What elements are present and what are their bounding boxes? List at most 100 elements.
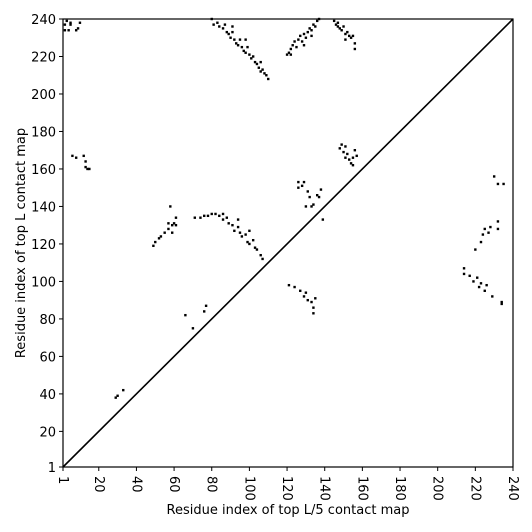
contact-point: [312, 23, 315, 26]
contact-point: [227, 32, 230, 36]
y-tick-label: 240: [31, 13, 56, 28]
contact-point: [355, 154, 358, 158]
contact-point: [233, 38, 236, 41]
contact-point: [191, 327, 195, 330]
x-tick-label: 120: [279, 476, 294, 501]
contact-point: [223, 23, 227, 26]
contact-point: [295, 45, 298, 49]
contact-point: [261, 68, 264, 71]
contact-point: [346, 152, 349, 156]
x-tick-label: 20: [91, 476, 106, 493]
contact-point: [84, 165, 87, 169]
contact-point: [477, 285, 481, 289]
contact-point: [485, 283, 488, 287]
contact-point: [174, 223, 178, 227]
contact-point: [344, 156, 347, 159]
contact-point: [308, 27, 311, 30]
contact-point: [299, 289, 302, 292]
contact-point: [231, 223, 234, 227]
contact-point: [152, 244, 155, 248]
y-tick-label: 40: [39, 388, 56, 403]
contact-point: [255, 248, 259, 251]
contact-point: [304, 291, 308, 294]
contact-point: [218, 25, 221, 28]
contact-point: [462, 272, 466, 276]
contact-point: [88, 167, 91, 171]
contact-point: [340, 143, 343, 146]
contact-point: [193, 216, 196, 219]
x-tick-label: 180: [392, 476, 407, 501]
y-tick-label: 200: [31, 88, 56, 103]
x-tick-label: 60: [166, 476, 181, 493]
contact-point: [299, 34, 302, 38]
contact-point: [349, 36, 353, 39]
contact-point: [210, 212, 213, 216]
contact-point: [248, 53, 251, 56]
contact-point: [312, 203, 315, 206]
contact-point: [259, 60, 262, 64]
contact-point: [491, 295, 494, 298]
contact-point: [342, 150, 345, 154]
contact-point: [319, 188, 323, 191]
contact-point: [315, 194, 319, 197]
contact-point: [289, 47, 293, 51]
x-tick-label: 200: [430, 476, 445, 501]
contact-point: [248, 242, 251, 246]
contact-point: [487, 231, 490, 234]
contact-point: [302, 44, 306, 47]
contact-point: [332, 19, 336, 23]
contact-point: [259, 70, 262, 73]
x-tick-label: 240: [505, 476, 520, 501]
y-tick-label: 180: [31, 125, 56, 140]
contact-point: [462, 267, 466, 270]
contact-point: [500, 302, 503, 306]
y-tick-label: 80: [39, 313, 56, 328]
contact-point: [496, 220, 500, 223]
contact-point: [492, 175, 496, 178]
contact-point: [199, 216, 202, 219]
contact-point: [227, 222, 230, 225]
contact-point: [267, 77, 270, 81]
contact-point: [231, 30, 234, 34]
contact-point: [351, 164, 355, 167]
x-tick-label: 100: [241, 476, 256, 501]
contact-point: [172, 222, 176, 225]
contact-point: [242, 49, 245, 53]
contact-point: [78, 21, 82, 24]
contact-point: [496, 227, 500, 231]
contact-point: [253, 246, 257, 249]
contact-point: [84, 160, 87, 163]
contact-point: [304, 205, 308, 208]
contact-point: [338, 27, 341, 30]
plot-frame: [62, 18, 514, 468]
contact-point: [218, 214, 221, 218]
contact-point: [221, 218, 225, 221]
contact-point: [310, 34, 313, 38]
contact-point: [351, 156, 355, 159]
contact-point: [344, 32, 347, 36]
contact-point: [302, 32, 306, 36]
contact-point: [344, 145, 347, 148]
contact-point: [171, 223, 174, 227]
contact-point: [229, 36, 232, 39]
contact-point: [240, 45, 244, 49]
contact-point: [174, 216, 178, 219]
contact-point: [69, 23, 72, 26]
contact-point: [353, 42, 357, 45]
contact-point: [317, 195, 321, 199]
contact-point: [342, 25, 345, 28]
contact-point: [74, 29, 78, 32]
contact-point: [159, 235, 163, 238]
contact-point: [310, 205, 313, 208]
contact-point: [216, 21, 219, 24]
contact-point: [297, 38, 300, 41]
contact-point: [244, 233, 247, 236]
contact-point: [479, 240, 483, 244]
contact-point: [69, 21, 72, 24]
x-tick-label: 220: [467, 476, 482, 501]
contact-point: [300, 40, 304, 43]
contact-point: [116, 394, 119, 397]
contact-point: [82, 154, 85, 158]
contact-point: [306, 30, 309, 34]
contact-point: [248, 229, 251, 233]
